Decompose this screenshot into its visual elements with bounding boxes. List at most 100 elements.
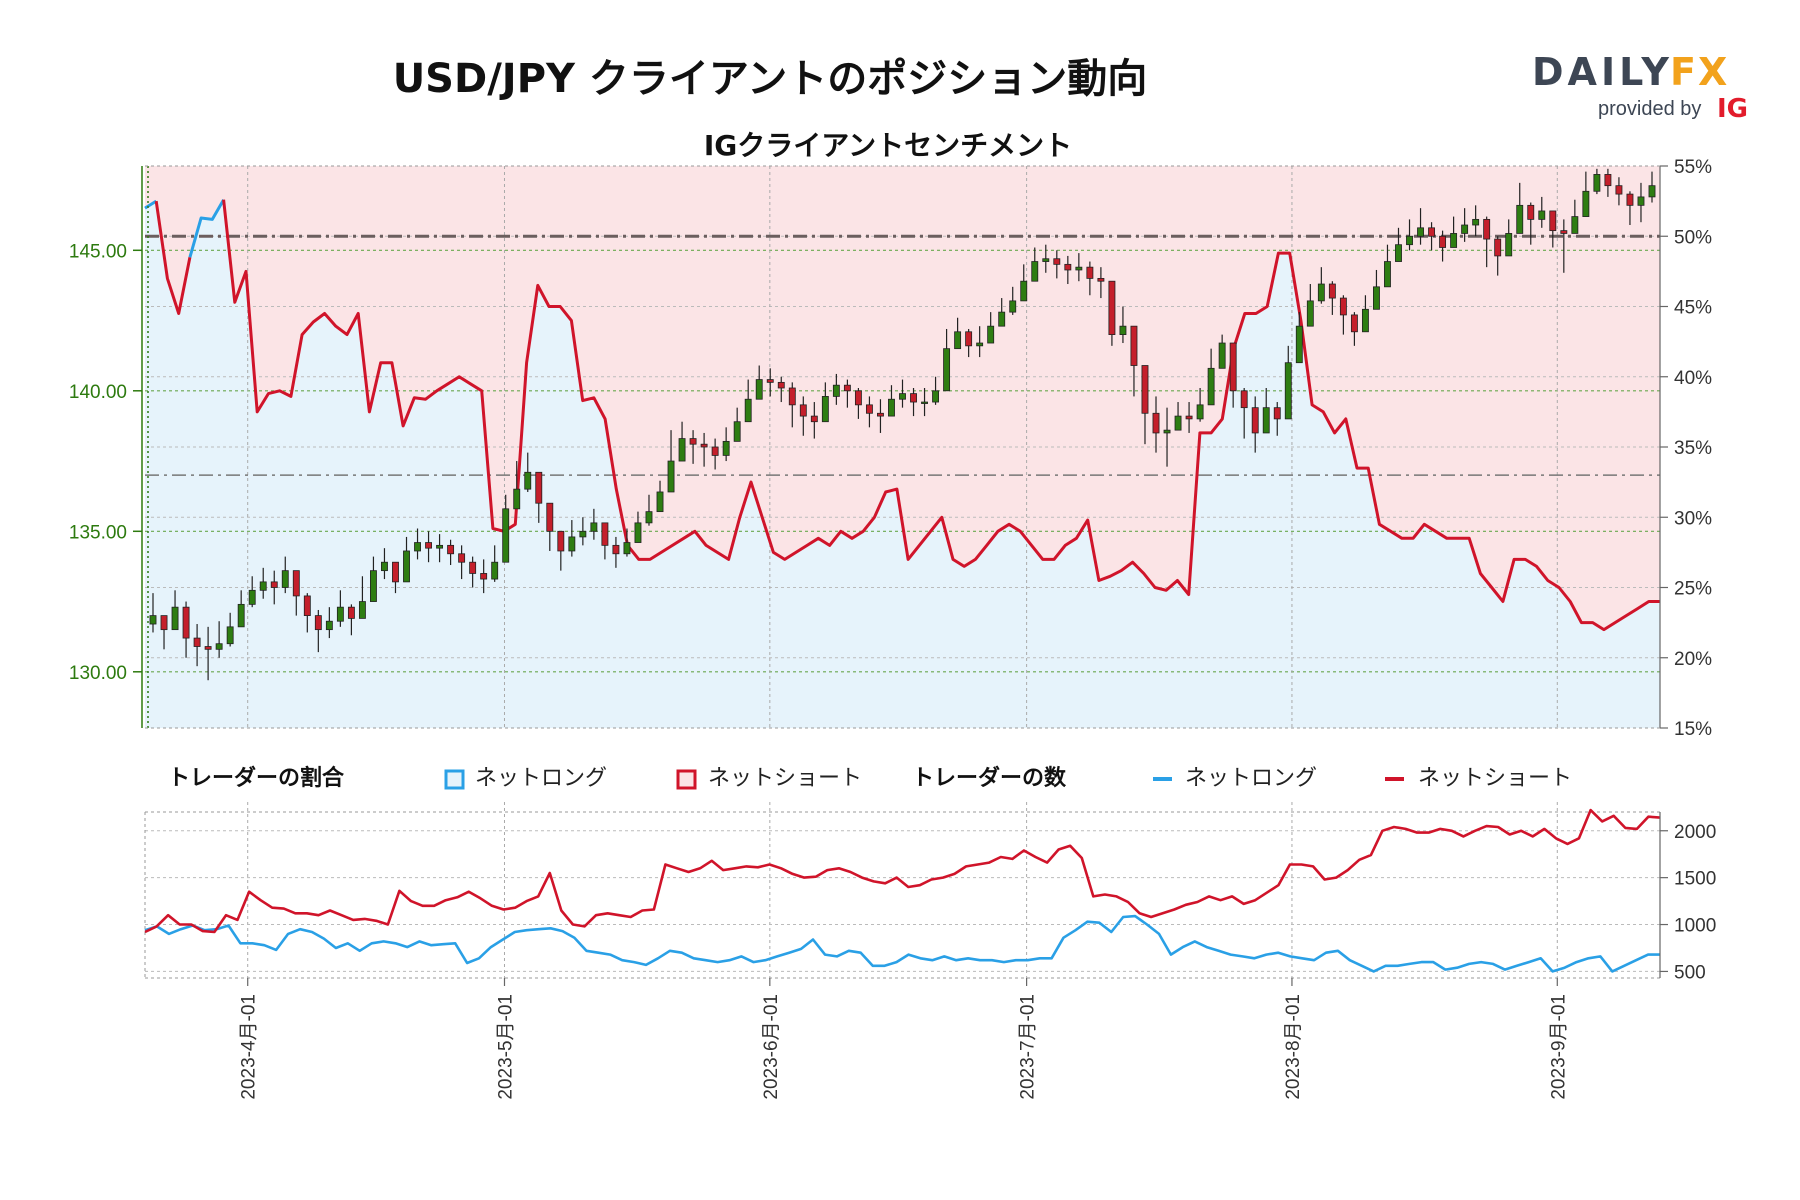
price-candles [149, 168, 1656, 681]
candle-body [1582, 190, 1590, 217]
candle-body [1417, 227, 1424, 237]
candle-body [160, 615, 168, 631]
candle-body [1494, 238, 1502, 257]
candle-body [546, 502, 554, 532]
candle-body [1130, 325, 1138, 366]
candle-body [1615, 185, 1623, 195]
candle-body [303, 595, 311, 616]
logo-provided-by: provided by [1598, 98, 1701, 120]
candle-body [1339, 297, 1347, 316]
candle-body [1229, 342, 1237, 392]
legend-ratio-heading: トレーダーの割合 [168, 765, 345, 791]
candle-body [1483, 218, 1491, 240]
candle-body [766, 379, 774, 383]
candle-body [370, 570, 377, 602]
candle-body [634, 522, 642, 543]
logo-fx: FX [1670, 50, 1729, 94]
legend-ratio-long-swatch [444, 769, 465, 790]
candle-body [998, 311, 1006, 327]
candle-body [843, 384, 851, 392]
date-tick-label: 2023-6月-01 [761, 994, 782, 1100]
candle-body [1527, 204, 1535, 220]
candle-body [347, 606, 355, 619]
candle-body [1549, 210, 1557, 232]
ratio-tick-label: 45% [1674, 298, 1712, 319]
date-axis: 2023-4月-01 2023-5月-01 2023-6月-01 2023-7月-01… [239, 978, 1569, 1100]
candle-body [1560, 230, 1568, 234]
candle-body [524, 471, 532, 490]
candle-body [1174, 415, 1182, 431]
candle-body [711, 446, 719, 456]
lower-grid [144, 802, 1660, 979]
candle-body [403, 550, 410, 583]
candle-body [1571, 216, 1579, 234]
sentiment-lines [144, 198, 1660, 632]
candle-body [1593, 174, 1601, 192]
price-tick-label: 135.00 [69, 522, 127, 543]
candle-body [358, 601, 366, 619]
candle-body [458, 553, 466, 563]
candle-body [788, 387, 796, 406]
candle-body [314, 615, 322, 631]
count-tick-label: 2000 [1674, 822, 1716, 843]
candle-body [667, 460, 675, 493]
candle-body [392, 561, 399, 583]
candle-body [469, 561, 477, 574]
candle-body [832, 384, 840, 397]
candle-body [480, 573, 488, 580]
candle-body [623, 542, 631, 555]
candle-body [1384, 261, 1391, 288]
candle-body [854, 390, 862, 406]
candle-body [1196, 404, 1204, 420]
net-short-ratio-line [154, 200, 192, 315]
long-area [145, 199, 1660, 728]
legend-ratio-long: ネットロング [475, 766, 607, 791]
candle-body [1185, 415, 1193, 420]
candle-body [1218, 342, 1226, 369]
candle-body [921, 401, 928, 404]
candle-body [888, 398, 895, 417]
ratio-tick-label: 40% [1674, 368, 1712, 389]
candle-body [215, 643, 223, 650]
candle-body [193, 637, 201, 647]
candle-body [292, 570, 300, 597]
candle-body [987, 325, 995, 344]
count-tick-label: 500 [1674, 962, 1706, 983]
candle-body [557, 530, 565, 552]
candle-body [1361, 308, 1369, 333]
candle-body [612, 544, 620, 555]
count-long-line [144, 914, 1660, 973]
candle-body [259, 581, 267, 591]
candle-body [1472, 218, 1480, 226]
candle-body [226, 626, 234, 645]
candle-body [910, 393, 917, 403]
candle-body [447, 544, 455, 555]
candle-body [877, 412, 884, 417]
trader-count-lines [144, 808, 1661, 973]
candle-body [1108, 280, 1116, 335]
candle-body [1328, 283, 1336, 299]
candle-body [171, 606, 179, 631]
candle-body [491, 561, 499, 580]
candle-body [1395, 244, 1402, 262]
dailyfx-logo: DAILY FX provided by IG [1532, 50, 1748, 124]
candle-body [601, 522, 609, 546]
candle-body [1626, 193, 1634, 206]
ratio-tick-label: 25% [1674, 579, 1712, 600]
candle-body [722, 440, 730, 456]
candle-body [1152, 412, 1160, 434]
net-long-ratio-line [144, 199, 157, 210]
candle-body [932, 390, 940, 403]
candle-body [502, 508, 510, 563]
candle-body [744, 398, 752, 423]
candle-body [976, 342, 984, 347]
candle-body [1251, 407, 1259, 434]
candle-body [1604, 174, 1612, 187]
candle-body [1516, 204, 1524, 234]
candle-body [579, 530, 587, 538]
candle-body [678, 438, 686, 462]
candle-body [182, 606, 190, 639]
date-tick-label: 2023-5月-01 [495, 994, 516, 1100]
count-tick-label: 1000 [1674, 916, 1716, 937]
